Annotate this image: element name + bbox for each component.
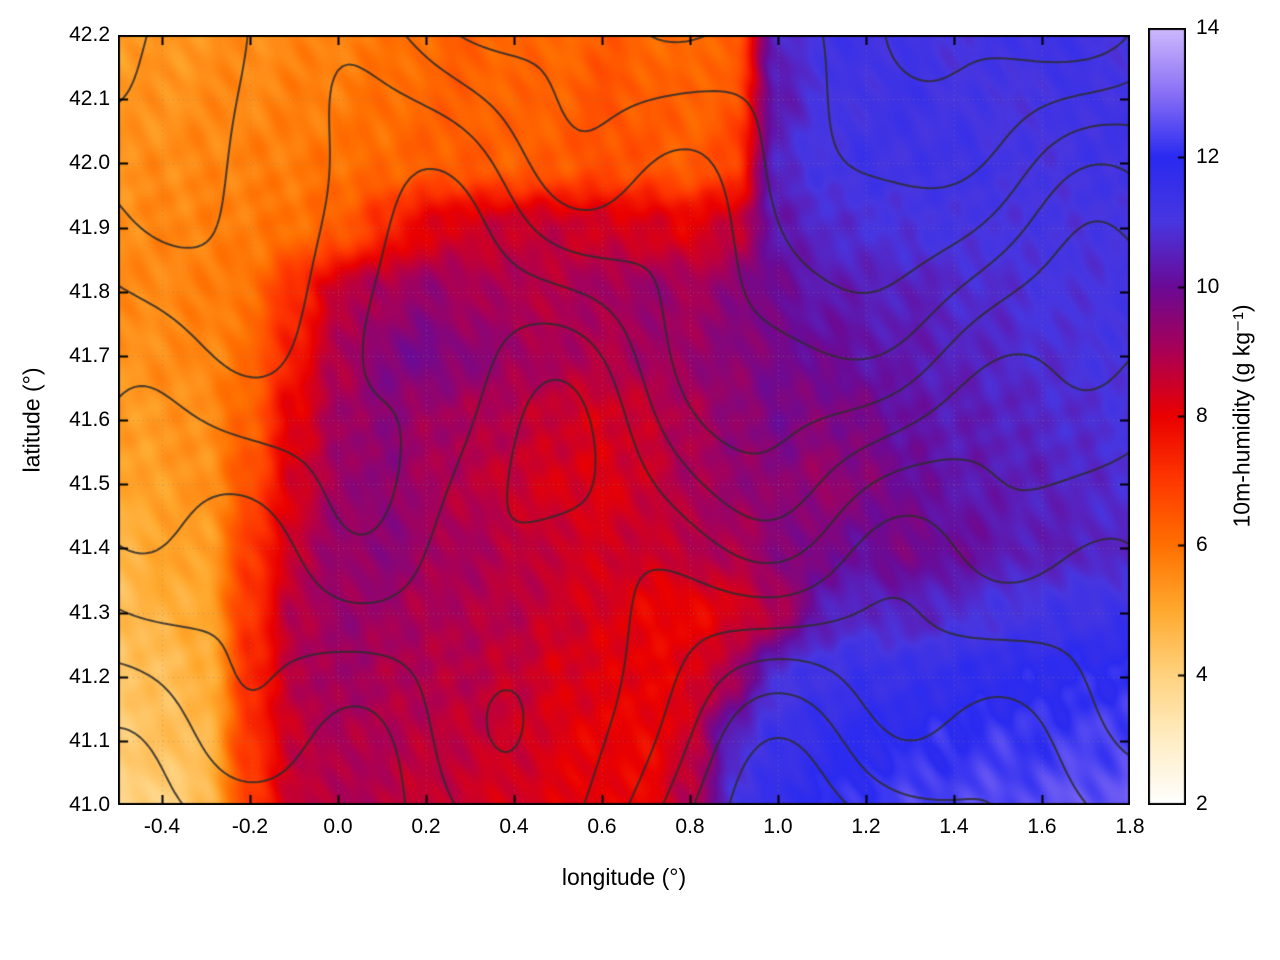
colorbar-tick-label: 12 bbox=[1196, 145, 1220, 169]
colorbar-title: 10m-humidity (g kg⁻¹) bbox=[1228, 304, 1255, 528]
x-tick-label: 1.6 bbox=[1027, 815, 1057, 838]
colorbar-tick-label: 14 bbox=[1196, 16, 1220, 39]
x-axis-title: longitude (°) bbox=[561, 864, 687, 890]
y-tick-label: 41.6 bbox=[69, 408, 110, 431]
y-tick-label: 41.9 bbox=[69, 215, 110, 239]
colorbar-tick-label: 6 bbox=[1196, 533, 1208, 557]
x-tick-label: 0.6 bbox=[587, 815, 617, 838]
y-tick-label: 41.2 bbox=[69, 664, 110, 688]
x-tick-label: 1.0 bbox=[763, 815, 793, 838]
x-tick-label: -0.4 bbox=[143, 815, 181, 838]
colorbar-tick-label: 4 bbox=[1196, 662, 1208, 686]
y-tick-label: 42.0 bbox=[69, 151, 110, 175]
heatmap-canvas bbox=[118, 35, 1130, 805]
colorbar-tick-label: 2 bbox=[1196, 792, 1208, 815]
x-tick-label: -0.2 bbox=[231, 815, 269, 838]
y-tick-label: 41.3 bbox=[69, 600, 110, 624]
y-tick-label: 41.1 bbox=[69, 728, 110, 752]
x-tick-label: 1.4 bbox=[939, 815, 969, 838]
y-tick-label: 41.5 bbox=[69, 472, 110, 496]
y-tick-label: 41.4 bbox=[69, 536, 110, 560]
y-tick-label: 41.7 bbox=[69, 343, 110, 367]
y-tick-label: 41.8 bbox=[69, 279, 110, 303]
x-tick-label: 0.2 bbox=[411, 815, 441, 838]
colorbar-tick-label: 10 bbox=[1196, 274, 1220, 298]
y-tick-label: 42.2 bbox=[69, 23, 110, 46]
y-tick-label: 42.1 bbox=[69, 87, 110, 111]
x-tick-label: 1.8 bbox=[1115, 815, 1145, 838]
y-tick-label: 41.0 bbox=[69, 793, 110, 816]
colorbar-tick-label: 8 bbox=[1196, 404, 1208, 427]
x-tick-label: 1.2 bbox=[851, 815, 881, 838]
x-tick-label: 0.4 bbox=[499, 815, 529, 838]
colorbar-canvas bbox=[1148, 28, 1186, 805]
x-tick-label: 0.0 bbox=[323, 815, 353, 838]
x-tick-label: 0.8 bbox=[675, 815, 705, 838]
